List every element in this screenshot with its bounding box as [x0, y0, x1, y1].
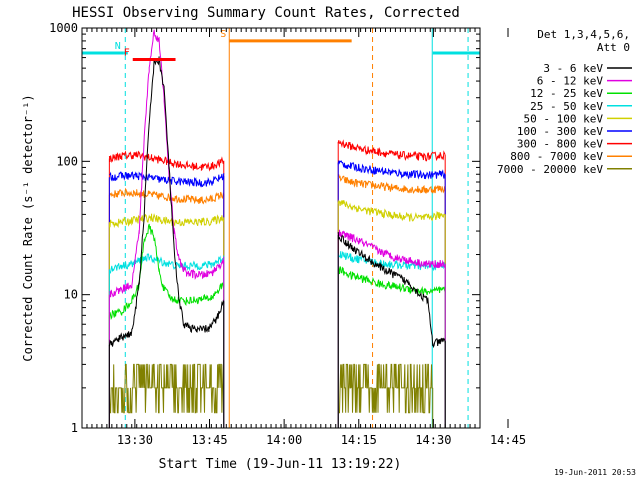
- y-tick-label: 10: [64, 288, 78, 302]
- x-axis-label: Start Time (19-Jun-11 13:19:22): [159, 457, 402, 472]
- y-axis-label-group: Corrected Count Rate (s⁻¹ detector⁻¹): [21, 94, 35, 361]
- series-trace: [108, 150, 225, 172]
- series-trace: [108, 213, 224, 229]
- series-trace: [108, 223, 225, 320]
- y-tick-label: 1000: [49, 21, 78, 35]
- y-axis-label: Corrected Count Rate (s⁻¹ detector⁻¹): [21, 94, 35, 361]
- legend-label: 25 - 50 keV: [530, 100, 603, 113]
- legend: Det 1,3,4,5,6, Att 0 7000 - 20000 keV800…: [497, 28, 632, 176]
- plot-area: NF S: [82, 28, 480, 428]
- plot-frame: [81, 27, 481, 429]
- series-trace: [108, 56, 225, 347]
- series-trace: [337, 266, 446, 296]
- x-tick-label: 14:30: [415, 433, 451, 447]
- series-trace: [109, 171, 225, 188]
- legend-label: 6 - 12 keV: [537, 75, 604, 88]
- x-tick-label: 14:45: [490, 433, 526, 447]
- legend-label: 3 - 6 keV: [543, 62, 603, 75]
- series-trace: [337, 229, 446, 269]
- legend-label: 50 - 100 keV: [524, 112, 604, 125]
- state-bar-label: F: [124, 48, 130, 59]
- series-trace: [108, 187, 225, 205]
- state-bar-label: N: [115, 41, 121, 52]
- series-trace: [337, 139, 446, 162]
- series-trace: [338, 363, 433, 414]
- series-trace: [108, 363, 225, 414]
- x-tick-label: 14:00: [266, 433, 302, 447]
- series-trace: [337, 232, 446, 349]
- legend-title-line-2: Att 0: [597, 41, 630, 54]
- x-tick-label: 13:30: [117, 433, 153, 447]
- legend-title-line-1: Det 1,3,4,5,6,: [537, 28, 630, 41]
- y-tick-label: 1: [71, 421, 78, 435]
- series-trace: [109, 29, 225, 298]
- chart-title: HESSI Observing Summary Count Rates, Cor…: [72, 5, 460, 21]
- series-trace: [337, 160, 446, 180]
- legend-label: 7000 - 20000 keV: [497, 163, 603, 176]
- footer-timestamp: 19-Jun-2011 20:53: [554, 468, 636, 477]
- x-tick-label: 14:15: [341, 433, 377, 447]
- series-trace: [337, 199, 446, 222]
- legend-label: 300 - 800 keV: [517, 138, 603, 151]
- series-trace: [338, 174, 446, 195]
- legend-label: 100 - 300 keV: [517, 125, 603, 138]
- legend-label: 800 - 7000 keV: [510, 150, 603, 163]
- state-bar-label: S: [220, 29, 226, 40]
- legend-label: 12 - 25 keV: [530, 87, 603, 100]
- series-trace: [108, 253, 225, 275]
- x-tick-label: 13:45: [191, 433, 227, 447]
- y-tick-label: 100: [56, 154, 78, 168]
